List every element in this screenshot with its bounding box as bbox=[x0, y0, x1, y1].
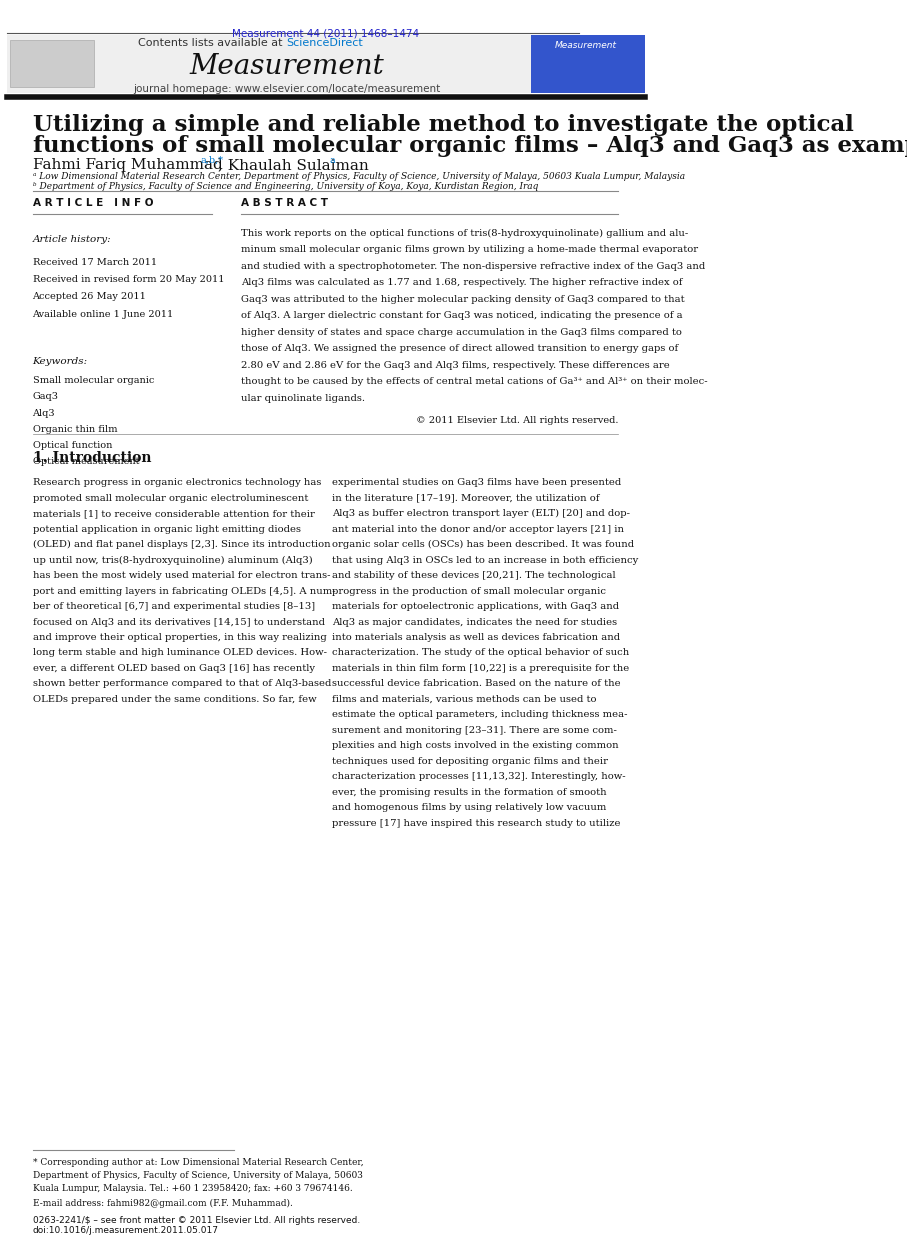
Text: Fahmi Fariq Muhammad: Fahmi Fariq Muhammad bbox=[33, 158, 222, 172]
Text: promoted small molecular organic electroluminescent: promoted small molecular organic electro… bbox=[33, 494, 307, 503]
Text: shown better performance compared to that of Alq3-based: shown better performance compared to tha… bbox=[33, 680, 331, 688]
Text: into materials analysis as well as devices fabrication and: into materials analysis as well as devic… bbox=[332, 633, 620, 643]
Text: Received in revised form 20 May 2011: Received in revised form 20 May 2011 bbox=[33, 275, 224, 284]
Text: ber of theoretical [6,7] and experimental studies [8–13]: ber of theoretical [6,7] and experimenta… bbox=[33, 602, 315, 612]
Text: (OLED) and flat panel displays [2,3]. Since its introduction: (OLED) and flat panel displays [2,3]. Si… bbox=[33, 540, 330, 550]
Text: , Khaulah Sulaiman: , Khaulah Sulaiman bbox=[218, 158, 369, 172]
Text: ant material into the donor and/or acceptor layers [21] in: ant material into the donor and/or accep… bbox=[332, 525, 624, 534]
Text: functions of small molecular organic films – Alq3 and Gaq3 as examples: functions of small molecular organic fil… bbox=[33, 135, 907, 157]
Text: pressure [17] have inspired this research study to utilize: pressure [17] have inspired this researc… bbox=[332, 818, 620, 828]
Text: characterization. The study of the optical behavior of such: characterization. The study of the optic… bbox=[332, 649, 629, 657]
Text: that using Alq3 in OSCs led to an increase in both efficiency: that using Alq3 in OSCs led to an increa… bbox=[332, 556, 639, 565]
Text: ever, a different OLED based on Gaq3 [16] has recently: ever, a different OLED based on Gaq3 [16… bbox=[33, 664, 315, 673]
Text: and stability of these devices [20,21]. The technological: and stability of these devices [20,21]. … bbox=[332, 571, 616, 581]
Text: A R T I C L E   I N F O: A R T I C L E I N F O bbox=[33, 198, 153, 208]
Text: characterization processes [11,13,32]. Interestingly, how-: characterization processes [11,13,32]. I… bbox=[332, 773, 626, 781]
Text: Alq3 films was calculated as 1.77 and 1.68, respectively. The higher refractive : Alq3 films was calculated as 1.77 and 1.… bbox=[241, 279, 682, 287]
Text: Gaq3: Gaq3 bbox=[33, 392, 59, 401]
Text: ELSEVIER: ELSEVIER bbox=[16, 62, 91, 76]
Text: surement and monitoring [23–31]. There are some com-: surement and monitoring [23–31]. There a… bbox=[332, 725, 617, 735]
Text: Article history:: Article history: bbox=[33, 235, 112, 244]
Text: journal homepage: www.elsevier.com/locate/measurement: journal homepage: www.elsevier.com/locat… bbox=[132, 84, 440, 94]
Text: This work reports on the optical functions of tris(8-hydroxyquinolinate) gallium: This work reports on the optical functio… bbox=[241, 229, 688, 238]
Text: a,b,*: a,b,* bbox=[200, 156, 224, 165]
FancyBboxPatch shape bbox=[6, 35, 531, 93]
Text: materials in thin film form [10,22] is a prerequisite for the: materials in thin film form [10,22] is a… bbox=[332, 664, 629, 673]
Text: up until now, tris(8-hydroxyquinoline) aluminum (Alq3): up until now, tris(8-hydroxyquinoline) a… bbox=[33, 556, 312, 565]
Text: port and emitting layers in fabricating OLEDs [4,5]. A num-: port and emitting layers in fabricating … bbox=[33, 587, 336, 595]
Text: Organic thin film: Organic thin film bbox=[33, 425, 117, 433]
Text: 2.80 eV and 2.86 eV for the Gaq3 and Alq3 films, respectively. These differences: 2.80 eV and 2.86 eV for the Gaq3 and Alq… bbox=[241, 360, 669, 370]
Text: ever, the promising results in the formation of smooth: ever, the promising results in the forma… bbox=[332, 787, 607, 797]
Text: higher density of states and space charge accumulation in the Gaq3 films compare: higher density of states and space charg… bbox=[241, 328, 682, 337]
Text: Accepted 26 May 2011: Accepted 26 May 2011 bbox=[33, 292, 146, 301]
FancyBboxPatch shape bbox=[531, 35, 645, 93]
Text: materials for optoelectronic applications, with Gaq3 and: materials for optoelectronic application… bbox=[332, 602, 619, 612]
Text: 0263-2241/$ – see front matter © 2011 Elsevier Ltd. All rights reserved.: 0263-2241/$ – see front matter © 2011 El… bbox=[33, 1216, 360, 1224]
Text: Measurement: Measurement bbox=[189, 53, 384, 80]
Text: and improve their optical properties, in this way realizing: and improve their optical properties, in… bbox=[33, 633, 327, 643]
Text: potential application in organic light emitting diodes: potential application in organic light e… bbox=[33, 525, 300, 534]
Text: © 2011 Elsevier Ltd. All rights reserved.: © 2011 Elsevier Ltd. All rights reserved… bbox=[416, 416, 619, 426]
Text: thought to be caused by the effects of central metal cations of Ga³⁺ and Al³⁺ on: thought to be caused by the effects of c… bbox=[241, 378, 707, 386]
Text: Measurement 44 (2011) 1468–1474: Measurement 44 (2011) 1468–1474 bbox=[232, 28, 419, 38]
Text: Contents lists available at: Contents lists available at bbox=[139, 38, 287, 48]
Text: experimental studies on Gaq3 films have been presented: experimental studies on Gaq3 films have … bbox=[332, 478, 621, 488]
Text: Small molecular organic: Small molecular organic bbox=[33, 376, 154, 385]
Text: minum small molecular organic films grown by utilizing a home-made thermal evapo: minum small molecular organic films grow… bbox=[241, 245, 698, 255]
Text: * Corresponding author at: Low Dimensional Material Research Center,: * Corresponding author at: Low Dimension… bbox=[33, 1158, 363, 1166]
FancyBboxPatch shape bbox=[10, 40, 94, 87]
Text: Received 17 March 2011: Received 17 March 2011 bbox=[33, 258, 157, 266]
Text: has been the most widely used material for electron trans-: has been the most widely used material f… bbox=[33, 571, 330, 581]
Text: E-mail address: fahmi982@gmail.com (F.F. Muhammad).: E-mail address: fahmi982@gmail.com (F.F.… bbox=[33, 1198, 292, 1207]
Text: in the literature [17–19]. Moreover, the utilization of: in the literature [17–19]. Moreover, the… bbox=[332, 494, 600, 503]
Text: long term stable and high luminance OLED devices. How-: long term stable and high luminance OLED… bbox=[33, 649, 327, 657]
Text: Department of Physics, Faculty of Science, University of Malaya, 50603: Department of Physics, Faculty of Scienc… bbox=[33, 1171, 363, 1180]
Text: Alq3 as major candidates, indicates the need for studies: Alq3 as major candidates, indicates the … bbox=[332, 618, 617, 626]
Text: 1. Introduction: 1. Introduction bbox=[33, 451, 151, 465]
Text: Kuala Lumpur, Malaysia. Tel.: +60 1 23958420; fax: +60 3 79674146.: Kuala Lumpur, Malaysia. Tel.: +60 1 2395… bbox=[33, 1184, 352, 1192]
Text: plexities and high costs involved in the existing common: plexities and high costs involved in the… bbox=[332, 742, 619, 750]
Text: ᵃ Low Dimensional Material Research Center, Department of Physics, Faculty of Sc: ᵃ Low Dimensional Material Research Cent… bbox=[33, 172, 685, 181]
Text: Optical function: Optical function bbox=[33, 441, 112, 449]
Text: Optical measurement: Optical measurement bbox=[33, 457, 139, 465]
Text: progress in the production of small molecular organic: progress in the production of small mole… bbox=[332, 587, 606, 595]
Text: and studied with a spectrophotometer. The non-dispersive refractive index of the: and studied with a spectrophotometer. Th… bbox=[241, 262, 705, 271]
Text: and homogenous films by using relatively low vacuum: and homogenous films by using relatively… bbox=[332, 803, 607, 812]
Text: techniques used for depositing organic films and their: techniques used for depositing organic f… bbox=[332, 756, 608, 766]
Text: Gaq3 was attributed to the higher molecular packing density of Gaq3 compared to : Gaq3 was attributed to the higher molecu… bbox=[241, 295, 685, 303]
Text: ᵇ Department of Physics, Faculty of Science and Engineering, University of Koya,: ᵇ Department of Physics, Faculty of Scie… bbox=[33, 182, 538, 191]
Text: successful device fabrication. Based on the nature of the: successful device fabrication. Based on … bbox=[332, 680, 620, 688]
Text: ScienceDirect: ScienceDirect bbox=[287, 38, 363, 48]
Text: organic solar cells (OSCs) has been described. It was found: organic solar cells (OSCs) has been desc… bbox=[332, 540, 634, 550]
Text: Alq3: Alq3 bbox=[33, 409, 55, 417]
Text: a: a bbox=[329, 156, 336, 165]
Text: A B S T R A C T: A B S T R A C T bbox=[241, 198, 328, 208]
Text: films and materials, various methods can be used to: films and materials, various methods can… bbox=[332, 695, 597, 704]
Text: OLEDs prepared under the same conditions. So far, few: OLEDs prepared under the same conditions… bbox=[33, 695, 317, 704]
Text: Measurement: Measurement bbox=[555, 41, 617, 50]
Text: Keywords:: Keywords: bbox=[33, 357, 88, 365]
Text: Utilizing a simple and reliable method to investigate the optical: Utilizing a simple and reliable method t… bbox=[33, 114, 853, 136]
Text: of Alq3. A larger dielectric constant for Gaq3 was noticed, indicating the prese: of Alq3. A larger dielectric constant fo… bbox=[241, 312, 682, 321]
Text: focused on Alq3 and its derivatives [14,15] to understand: focused on Alq3 and its derivatives [14,… bbox=[33, 618, 325, 626]
Text: Available online 1 June 2011: Available online 1 June 2011 bbox=[33, 310, 174, 318]
Text: ular quinolinate ligands.: ular quinolinate ligands. bbox=[241, 394, 365, 402]
Text: doi:10.1016/j.measurement.2011.05.017: doi:10.1016/j.measurement.2011.05.017 bbox=[33, 1226, 219, 1234]
Text: materials [1] to receive considerable attention for their: materials [1] to receive considerable at… bbox=[33, 509, 315, 519]
Text: Alq3 as buffer electron transport layer (ELT) [20] and dop-: Alq3 as buffer electron transport layer … bbox=[332, 509, 630, 519]
Text: those of Alq3. We assigned the presence of direct allowed transition to energy g: those of Alq3. We assigned the presence … bbox=[241, 344, 678, 353]
Text: Research progress in organic electronics technology has: Research progress in organic electronics… bbox=[33, 478, 321, 488]
Text: estimate the optical parameters, including thickness mea-: estimate the optical parameters, includi… bbox=[332, 711, 628, 719]
